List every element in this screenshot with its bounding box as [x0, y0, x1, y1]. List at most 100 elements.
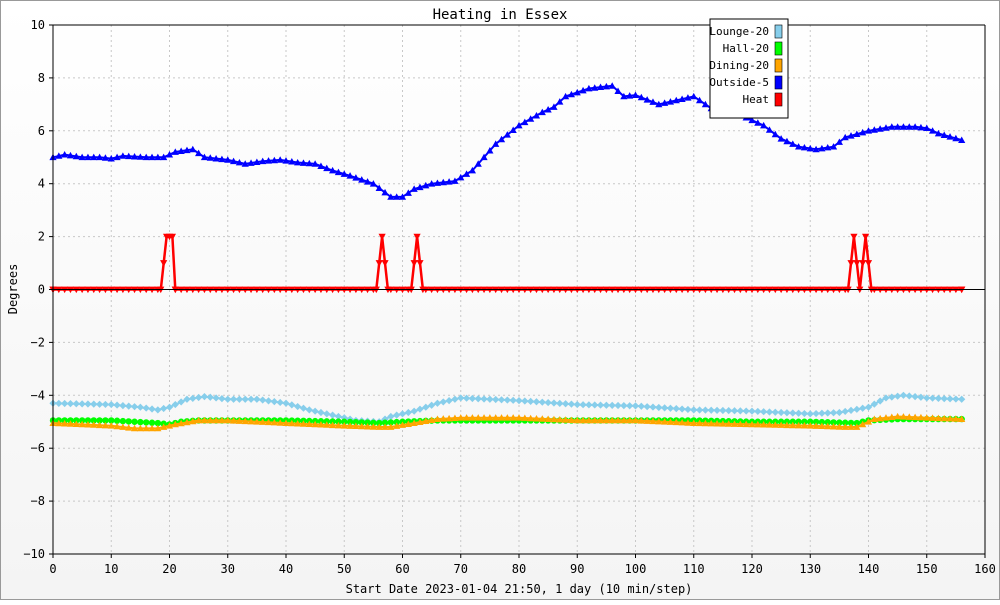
data-point-dining-20	[923, 414, 931, 421]
data-point-lounge-20	[917, 393, 925, 401]
data-point-outside-5	[888, 123, 896, 130]
x-tick-label: 90	[570, 562, 584, 576]
data-point-lounge-20	[148, 405, 156, 413]
data-point-outside-5	[224, 156, 232, 163]
data-point-dining-20	[736, 420, 744, 428]
data-point-dining-20	[428, 416, 436, 423]
data-point-heat	[381, 260, 389, 267]
data-point-outside-5	[503, 131, 511, 138]
data-point-lounge-20	[818, 409, 826, 417]
data-point-dining-20	[719, 420, 727, 427]
data-point-lounge-20	[736, 407, 744, 415]
data-point-dining-20	[684, 419, 692, 426]
data-point-outside-5	[299, 159, 308, 166]
data-point-dining-20	[200, 416, 209, 424]
data-point-dining-20	[468, 414, 476, 421]
data-point-hall-20	[90, 417, 97, 424]
data-point-outside-5	[387, 193, 395, 200]
data-point-outside-5	[247, 159, 255, 166]
data-point-heat	[375, 260, 383, 267]
data-point-outside-5	[195, 149, 203, 157]
data-point-hall-20	[836, 419, 843, 426]
data-point-hall-20	[329, 418, 336, 425]
data-point-heat	[861, 233, 870, 241]
data-point-outside-5	[806, 144, 814, 152]
data-point-lounge-20	[410, 407, 418, 415]
data-point-outside-5	[235, 158, 243, 166]
data-point-outside-5	[515, 121, 523, 129]
data-point-outside-5	[358, 176, 366, 183]
data-point-hall-20	[102, 417, 109, 424]
data-point-lounge-20	[725, 407, 733, 415]
data-point-hall-20	[84, 417, 92, 424]
data-point-dining-20	[352, 422, 360, 430]
data-point-dining-20	[433, 415, 442, 422]
data-point-hall-20	[381, 419, 389, 426]
data-point-lounge-20	[806, 410, 814, 418]
data-point-hall-20	[131, 418, 138, 425]
data-point-lounge-20	[84, 400, 92, 408]
data-point-lounge-20	[567, 400, 576, 408]
data-point-outside-5	[90, 153, 98, 161]
data-point-dining-20	[72, 420, 80, 428]
data-point-dining-20	[631, 416, 640, 424]
data-point-hall-20	[824, 419, 831, 426]
data-point-dining-20	[579, 416, 587, 424]
y-tick-label: −10	[23, 547, 45, 561]
data-point-dining-20	[393, 422, 401, 429]
data-point-outside-5	[160, 153, 168, 161]
data-point-outside-5	[882, 124, 890, 131]
x-tick-label: 130	[799, 562, 821, 576]
data-point-lounge-20	[422, 403, 430, 411]
data-point-dining-20	[649, 417, 657, 425]
legend-swatch-heat	[774, 92, 783, 107]
data-point-lounge-20	[888, 393, 896, 401]
data-point-lounge-20	[486, 395, 494, 403]
data-point-outside-5	[684, 94, 692, 101]
data-point-dining-20	[905, 413, 913, 420]
data-point-outside-5	[649, 98, 657, 105]
data-point-dining-20	[294, 420, 302, 427]
data-point-hall-20	[119, 417, 127, 425]
data-point-lounge-20	[958, 395, 966, 403]
x-tick-label: 10	[104, 562, 118, 576]
data-point-lounge-20	[701, 406, 709, 414]
data-point-outside-5	[812, 145, 820, 153]
data-point-dining-20	[899, 413, 908, 420]
data-point-dining-20	[317, 421, 325, 428]
data-point-outside-5	[777, 135, 785, 142]
data-point-lounge-20	[229, 395, 238, 403]
data-point-outside-5	[521, 118, 529, 126]
legend: Lounge-20 Hall-20 Dining-20 Outside-5 Heat	[709, 18, 789, 119]
x-axis-label: Start Date 2023-01-04 21:50, 1 day (10 m…	[346, 582, 693, 596]
y-tick-label: 4	[38, 177, 45, 191]
data-point-lounge-20	[154, 406, 162, 414]
data-point-dining-20	[666, 418, 675, 425]
data-point-dining-20	[78, 420, 86, 428]
data-point-lounge-20	[655, 403, 663, 412]
data-point-outside-5	[824, 143, 832, 151]
data-point-dining-20	[212, 416, 220, 424]
data-point-dining-20	[241, 417, 249, 425]
data-point-lounge-20	[515, 396, 523, 405]
data-point-dining-20	[416, 418, 424, 425]
data-point-lounge-20	[695, 406, 704, 414]
data-point-outside-5	[171, 148, 179, 155]
data-point-lounge-20	[812, 409, 820, 418]
data-point-lounge-20	[480, 395, 488, 403]
data-point-dining-20	[835, 423, 843, 430]
data-point-lounge-20	[637, 402, 645, 410]
data-point-dining-20	[125, 424, 133, 431]
x-tick-label: 50	[337, 562, 351, 576]
data-point-lounge-20	[387, 412, 395, 421]
data-point-outside-5	[294, 158, 302, 166]
data-point-dining-20	[661, 418, 669, 425]
data-point-outside-5	[101, 154, 110, 161]
data-point-lounge-20	[72, 400, 80, 408]
data-point-dining-20	[882, 414, 890, 421]
data-point-outside-5	[940, 131, 948, 138]
data-point-outside-5	[934, 129, 942, 137]
data-point-lounge-20	[795, 409, 803, 417]
data-point-dining-20	[55, 419, 63, 427]
